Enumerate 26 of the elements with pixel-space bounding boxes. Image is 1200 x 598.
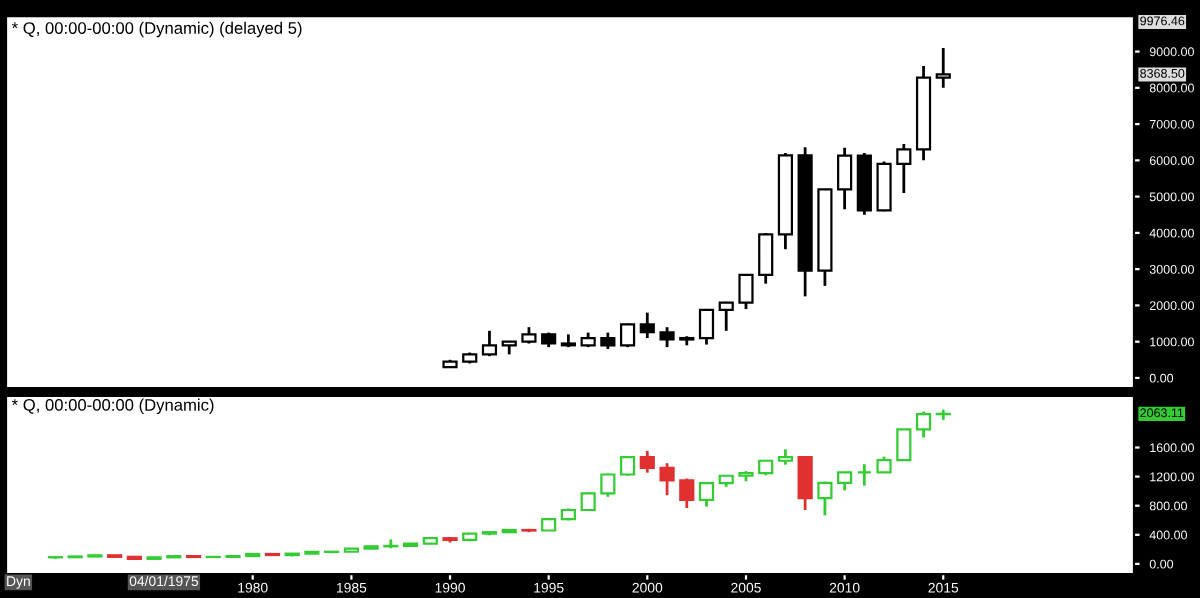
chart-title: * Q, 00:00-00:00 (Dynamic) bbox=[11, 398, 214, 415]
candlestick bbox=[679, 477, 695, 510]
candlestick bbox=[915, 410, 932, 439]
candlestick bbox=[935, 46, 951, 90]
candlestick bbox=[659, 325, 675, 349]
candlestick bbox=[817, 480, 833, 517]
candlestick bbox=[876, 160, 892, 213]
candlestick bbox=[837, 146, 853, 211]
candlestick bbox=[797, 455, 813, 512]
chart-title: * Q, 00:00-00:00 (Dynamic) (delayed 5) bbox=[11, 21, 302, 38]
candlestick bbox=[738, 273, 754, 311]
candlestick bbox=[639, 449, 655, 475]
candlestick bbox=[758, 231, 774, 286]
candlestick bbox=[837, 470, 853, 492]
candlestick bbox=[718, 300, 734, 333]
candlestick bbox=[856, 462, 872, 488]
candlestick bbox=[659, 461, 675, 497]
candlestick bbox=[639, 311, 655, 340]
candlestick bbox=[896, 142, 912, 195]
candlestick bbox=[619, 455, 636, 478]
candlestick bbox=[600, 472, 616, 499]
candlestick bbox=[698, 307, 715, 346]
candlestick bbox=[896, 428, 912, 462]
candlestick bbox=[619, 322, 636, 349]
candlestick bbox=[481, 329, 498, 358]
candlestick bbox=[698, 481, 715, 508]
